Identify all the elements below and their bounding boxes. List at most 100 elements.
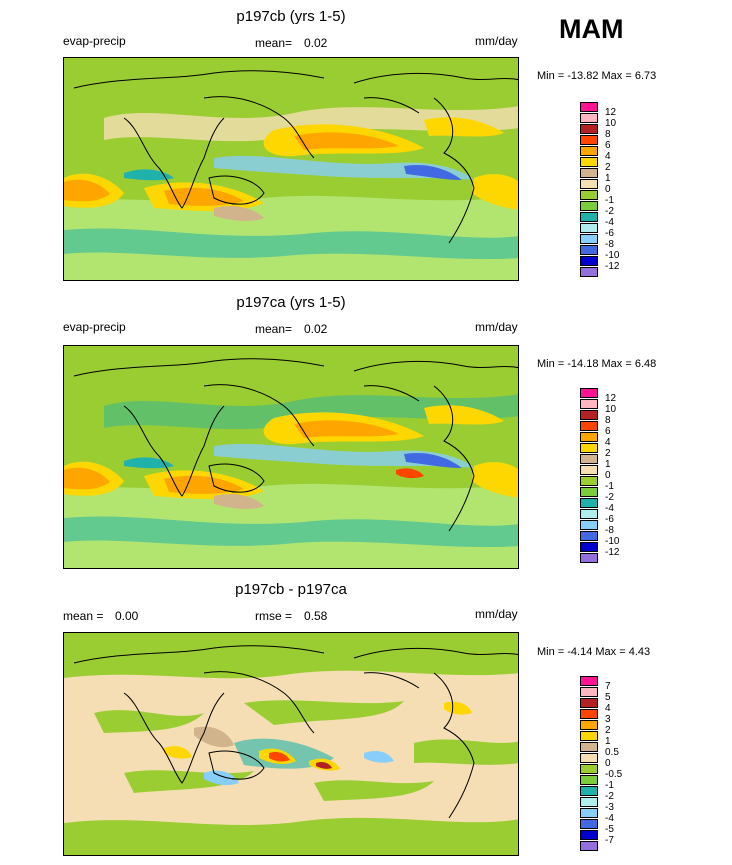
colorbar-label: -4: [605, 217, 614, 228]
colorbar-label: -3: [605, 802, 614, 813]
colorbar-label: -4: [605, 813, 614, 824]
panel-1-mean-label: mean=: [255, 36, 293, 50]
colorbar-label: 4: [605, 437, 611, 448]
colorbar-label: -2: [605, 791, 614, 802]
colorbar-swatch: [580, 135, 598, 145]
colorbar-swatch: [580, 223, 598, 233]
colorbar-swatch: [580, 720, 598, 730]
season-title: MAM: [559, 14, 624, 44]
panel-2-title: p197ca (yrs 1-5): [236, 294, 346, 311]
colorbar-swatch: [580, 531, 598, 541]
colorbar-label: 10: [605, 404, 617, 415]
colorbar-swatch: [580, 454, 598, 464]
colorbar-swatch: [580, 410, 598, 420]
colorbar-swatch: [580, 201, 598, 211]
colorbar-label: 2: [605, 162, 611, 173]
panel-1-mean-value: 0.02: [304, 36, 328, 50]
panel-2-map-field: [64, 346, 518, 568]
colorbar-label: -2: [605, 492, 614, 503]
colorbar-label: 3: [605, 714, 611, 725]
colorbar-label: 10: [605, 118, 617, 129]
colorbar-label: 8: [605, 415, 611, 426]
panel-3-mean-label: mean =: [63, 609, 104, 623]
colorbar-label: -8: [605, 525, 614, 536]
colorbar-swatch: [580, 520, 598, 530]
colorbar-label: 6: [605, 140, 611, 151]
panel-2-minmax: Min = -14.18 Max = 6.48: [537, 358, 657, 370]
colorbar-swatch: [580, 190, 598, 200]
colorbar-label: -2: [605, 206, 614, 217]
colorbar-swatch: [580, 179, 598, 189]
colorbar-swatch: [580, 676, 598, 686]
colorbar-label: -7: [605, 835, 614, 846]
colorbar-swatch: [580, 102, 598, 112]
colorbar-swatch: [580, 432, 598, 442]
colorbar-swatch: [580, 687, 598, 697]
colorbar-label: 12: [605, 393, 617, 404]
panel-1-units: mm/day: [475, 34, 518, 48]
colorbar-label: -12: [605, 547, 620, 558]
colorbar-swatch: [580, 157, 598, 167]
colorbar-swatch: [580, 808, 598, 818]
colorbar-label: -5: [605, 824, 614, 835]
colorbar-label: 2: [605, 725, 611, 736]
colorbar-swatch: [580, 487, 598, 497]
colorbar-label: -10: [605, 536, 620, 547]
panel-3-rmse-value: 0.58: [304, 609, 328, 623]
panel-2-variable-label: evap-precip: [63, 320, 126, 334]
colorbar-swatch: [580, 698, 598, 708]
panel-1-map-field: [64, 58, 518, 280]
panel-3-minmax: Min = -4.14 Max = 4.43: [537, 646, 651, 658]
panel-2-units: mm/day: [475, 320, 518, 334]
colorbar-swatch: [580, 256, 598, 266]
colorbar-label: -8: [605, 239, 614, 250]
colorbar-label: 0: [605, 470, 611, 481]
colorbar-label: -6: [605, 228, 614, 239]
colorbar-swatch: [580, 168, 598, 178]
colorbar-swatch: [580, 709, 598, 719]
colorbar-label: 4: [605, 151, 611, 162]
colorbar-swatch: [580, 841, 598, 851]
colorbar-swatch: [580, 764, 598, 774]
panel-3-map: [63, 632, 519, 856]
colorbar-label: 0.5: [605, 747, 619, 758]
colorbar-swatch: [580, 731, 598, 741]
colorbar-swatch: [580, 797, 598, 807]
colorbar-swatch: [580, 476, 598, 486]
panel-1-minmax: Min = -13.82 Max = 6.73: [537, 70, 657, 82]
colorbar-label: 5: [605, 692, 611, 703]
colorbar-swatch: [580, 113, 598, 123]
colorbar-label: 12: [605, 107, 617, 118]
colorbar-label: 1: [605, 173, 611, 184]
colorbar-swatch: [580, 421, 598, 431]
colorbar-swatch: [580, 146, 598, 156]
panel-2-map: [63, 345, 519, 569]
panel-1-map: [63, 57, 519, 281]
colorbar-swatch: [580, 443, 598, 453]
colorbar-label: 0: [605, 184, 611, 195]
panel-1-title: p197cb (yrs 1-5): [236, 8, 346, 25]
panel-3-title: p197cb - p197ca: [235, 581, 347, 598]
colorbar-label: 1: [605, 736, 611, 747]
colorbar-swatch: [580, 234, 598, 244]
colorbar-swatch: [580, 388, 598, 398]
colorbar-label: -0.5: [605, 769, 623, 780]
panel-3-map-field: [64, 633, 518, 855]
colorbar-swatch: [580, 399, 598, 409]
panel-2-mean-value: 0.02: [304, 322, 328, 336]
colorbar-label: -4: [605, 503, 614, 514]
colorbar-swatch: [580, 509, 598, 519]
colorbar-label: 4: [605, 703, 611, 714]
panel-3-rmse-label: rmse =: [255, 609, 293, 623]
colorbar-label: 2: [605, 448, 611, 459]
colorbar-swatch: [580, 775, 598, 785]
colorbar-swatch: [580, 542, 598, 552]
colorbar-swatch: [580, 742, 598, 752]
panel-3-mean-value: 0.00: [115, 609, 139, 623]
colorbar-swatch: [580, 553, 598, 563]
colorbar-label: 6: [605, 426, 611, 437]
colorbar-label: -1: [605, 780, 614, 791]
colorbar-label: 8: [605, 129, 611, 140]
colorbar-label: -1: [605, 481, 614, 492]
colorbar-swatch: [580, 498, 598, 508]
